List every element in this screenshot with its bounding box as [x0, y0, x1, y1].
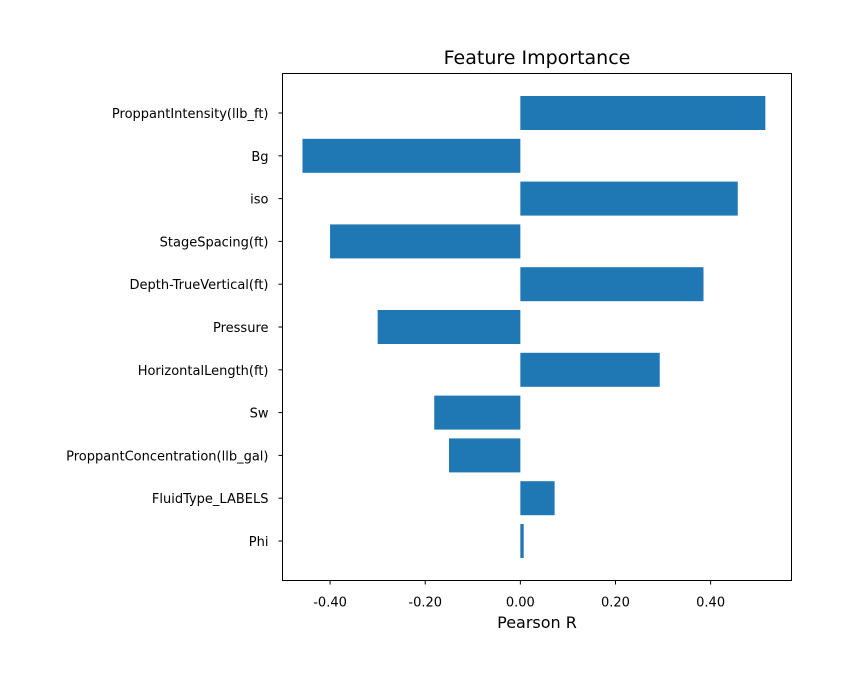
- x-tick-label: 0.40: [696, 596, 725, 611]
- y-tick-label: Sw: [250, 407, 269, 422]
- y-tick-label: iso: [250, 193, 268, 208]
- bars-layer: [302, 96, 766, 558]
- y-tick-label: Pressure: [213, 321, 269, 336]
- x-tick-label: -0.20: [408, 596, 442, 611]
- chart-title: Feature Importance: [444, 47, 631, 69]
- y-tick-label: ProppantIntensity(llb_ft): [112, 107, 269, 122]
- bar-0: [520, 96, 766, 130]
- x-tick-label: -0.40: [313, 596, 347, 611]
- y-tick-label: Depth-TrueVertical(ft): [130, 278, 269, 293]
- x-tick-label: 0.20: [601, 596, 630, 611]
- bar-9: [520, 481, 555, 516]
- x-tick-label: 0.00: [506, 596, 535, 611]
- bar-5: [377, 310, 521, 344]
- bar-6: [520, 352, 660, 387]
- y-tick-label: ProppantConcentration(llb_gal): [66, 449, 268, 464]
- y-tick-label: FluidType_LABELS: [152, 492, 269, 507]
- y-tick-label: Bg: [251, 150, 268, 165]
- x-axis-title: Pearson R: [497, 613, 577, 632]
- bar-4: [520, 267, 704, 302]
- bar-10: [520, 524, 524, 558]
- y-tick-label: Phi: [249, 535, 269, 550]
- plot-frame: [282, 73, 792, 581]
- bar-1: [302, 138, 521, 173]
- bar-7: [434, 395, 521, 430]
- y-tick-label: HorizontalLength(ft): [138, 364, 269, 379]
- x-axis-ticks: -0.40 -0.20 0.00 0.20 0.40: [313, 580, 725, 611]
- y-axis-ticks: ProppantIntensity(llb_ft) Bg iso StageSpaci…: [66, 107, 283, 550]
- bar-3: [330, 224, 521, 259]
- bar-2: [520, 181, 738, 216]
- bar-8: [448, 438, 521, 473]
- y-tick-label: StageSpacing(ft): [160, 235, 269, 250]
